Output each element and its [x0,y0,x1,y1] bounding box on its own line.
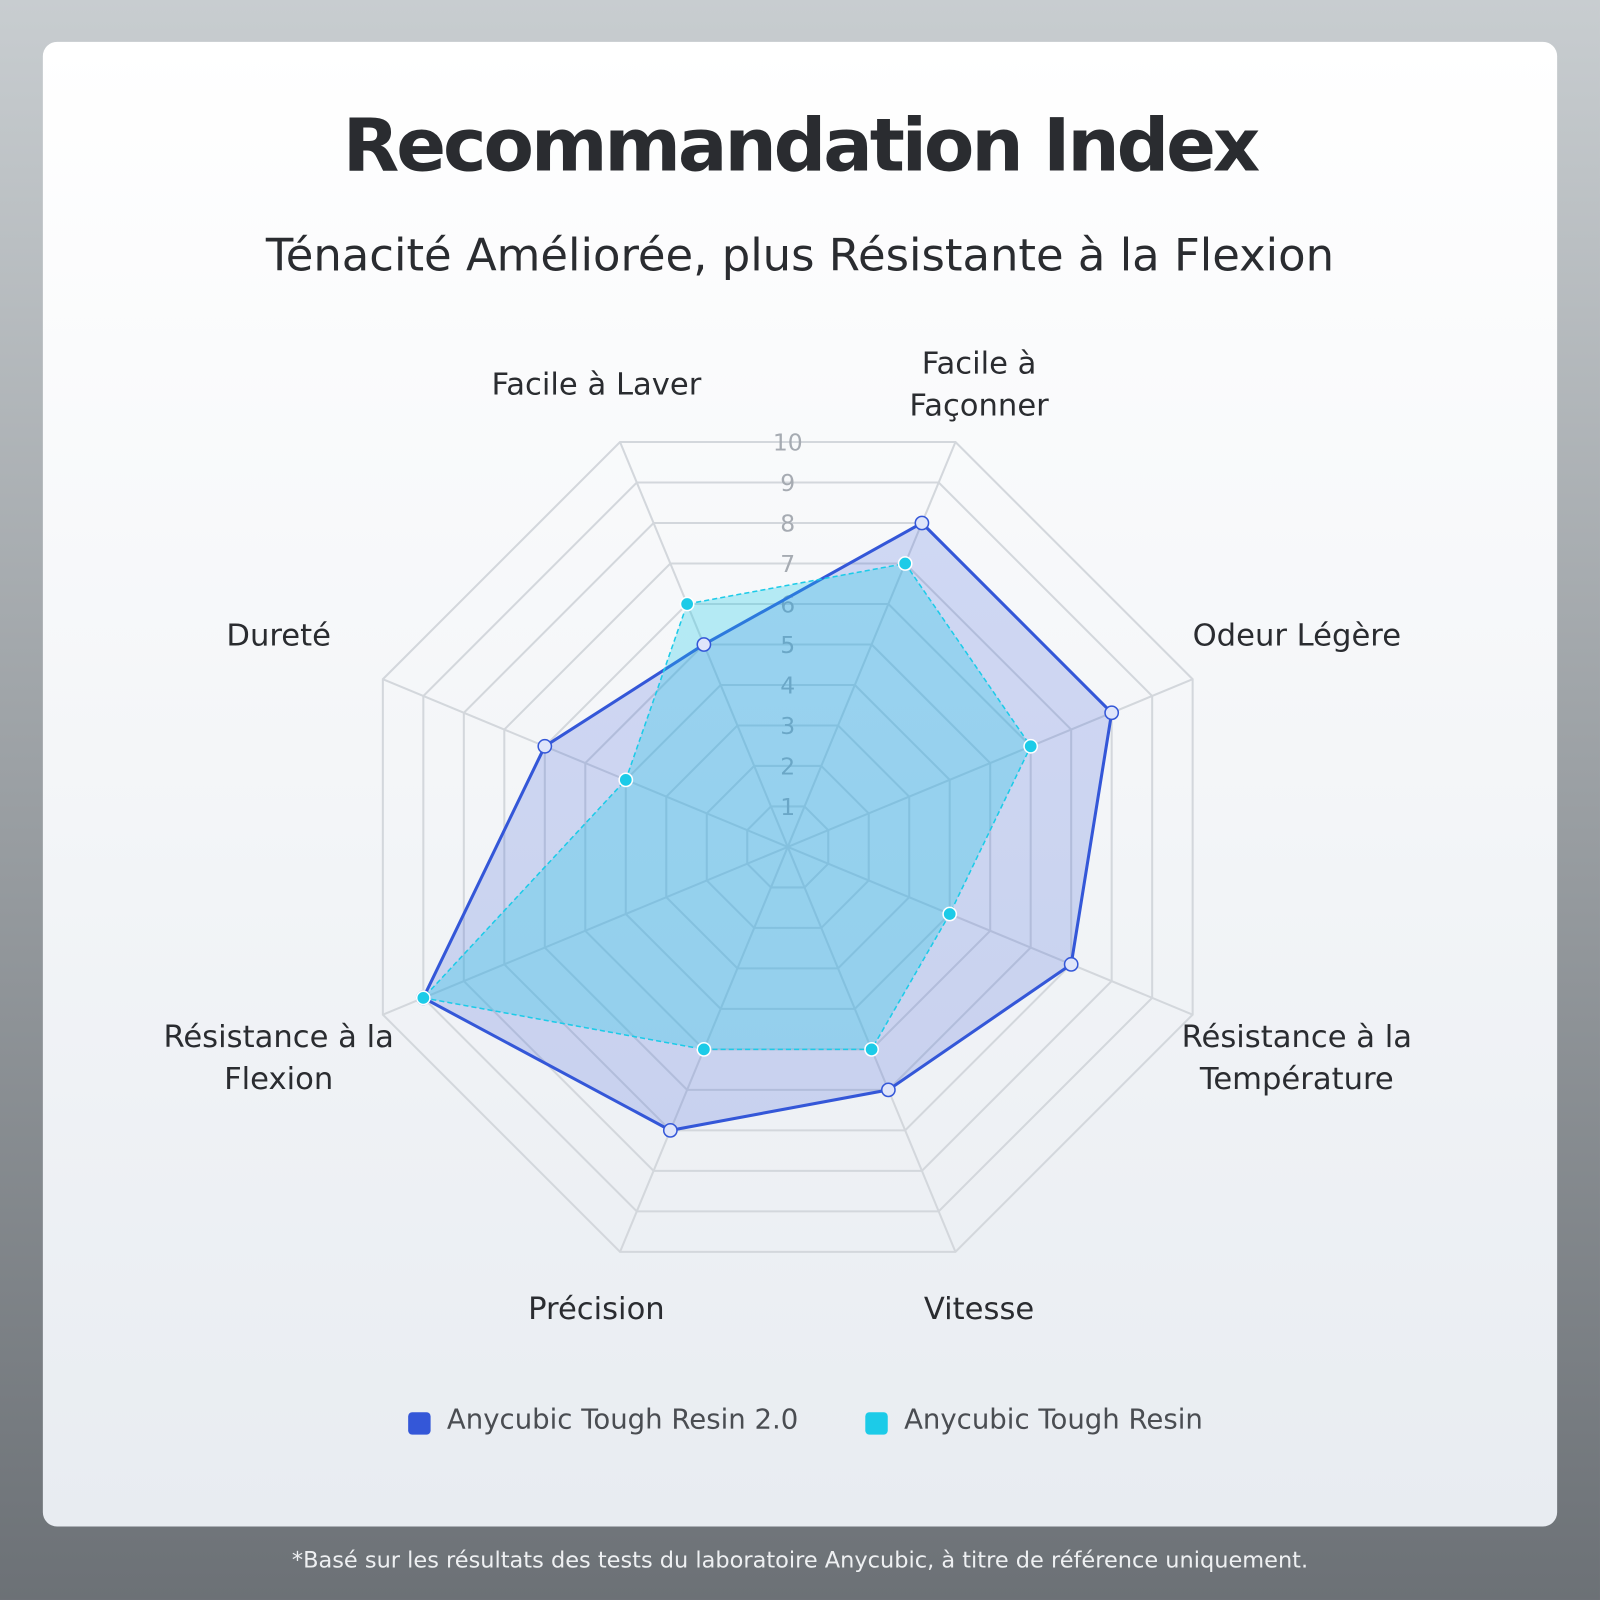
card [42,41,1558,1527]
spoke [382,845,789,1016]
tick-label: 6 [780,591,795,619]
category-label: Facile à Façonner [909,346,1049,424]
data-point [897,556,913,571]
legend-swatch [408,1412,431,1435]
data-point [679,596,695,612]
tick-label: 1 [780,793,795,821]
data-point [880,1082,896,1098]
tick-label: 5 [780,631,795,659]
tick-label: 9 [780,469,795,497]
data-point [1063,956,1079,972]
tick-label: 8 [780,510,795,538]
category-label: Résistance à la Température [1181,1019,1413,1097]
chart-title: Recommandation Index [342,102,1261,188]
tick-label: 4 [780,672,795,700]
tick-label: 7 [780,550,795,578]
tick-label: 2 [780,752,795,780]
data-point [942,906,958,922]
data-point [1023,738,1039,754]
category-label: Dureté [226,618,331,654]
tick-label: 3 [780,712,795,740]
series-area [421,562,1032,1051]
category-label: Résistance à la Flexion [163,1019,394,1097]
data-point [696,637,712,652]
legend-swatch [865,1412,888,1435]
spoke [382,678,789,848]
category-label: Précision [528,1290,665,1327]
data-point [864,1041,880,1057]
data-point [696,1041,712,1057]
chart-subtitle: Ténacité Améliorée, plus Résistante à la… [265,229,1335,282]
spoke [787,845,1194,1016]
tick-label: 10 [773,429,803,457]
spoke [786,441,957,848]
data-point [618,772,634,788]
data-point [662,1122,678,1138]
footnote: *Basé sur les résultats des tests du lab… [291,1547,1309,1574]
data-point [1104,705,1120,721]
category-label: Vitesse [923,1290,1035,1327]
category-label: Odeur Légère [1192,618,1402,654]
spoke [787,678,1194,848]
data-point [537,738,553,754]
legend-label: Anycubic Tough Resin [904,1404,1203,1436]
legend-label: Anycubic Tough Resin 2.0 [446,1404,799,1436]
data-point [415,990,431,1006]
data-point [914,515,930,531]
category-label: Facile à Laver [491,367,702,403]
